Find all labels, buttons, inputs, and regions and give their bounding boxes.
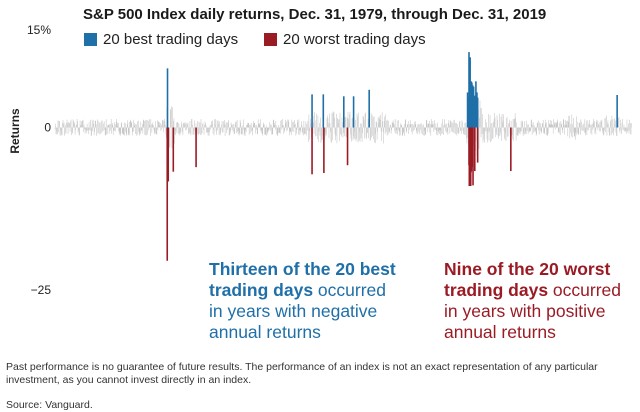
legend-label-best: 20 best trading days (103, 31, 239, 48)
y-tick-label: 0 (44, 121, 51, 135)
y-tick-label: −25 (31, 283, 52, 297)
annotation-worst-line2: occurred (548, 280, 622, 300)
annotation-best-line1: Thirteen of the 20 best (209, 259, 396, 279)
legend-label-worst: 20 worst trading days (283, 31, 426, 48)
highlight-bars (166, 52, 618, 261)
annotation-worst-line4: annual returns (444, 322, 556, 342)
chart-title: S&P 500 Index daily returns, Dec. 31, 19… (83, 6, 547, 23)
annotation-worst-line2-bold: trading days (444, 280, 549, 300)
legend-item-worst: 20 worst trading days (264, 31, 426, 48)
annotation-best: Thirteen of the 20 best trading days occ… (209, 259, 396, 343)
legend-swatch-best (84, 33, 97, 46)
annotation-best-line2: occurred (313, 280, 387, 300)
annotation-worst-line1: Nine of the 20 worst (444, 259, 611, 279)
source-note: Source: Vanguard. (6, 399, 93, 411)
annotation-worst-line3: in years with positive (444, 301, 606, 321)
y-tick-label: 15% (27, 23, 51, 37)
annotation-worst: Nine of the 20 worst trading days occurr… (444, 259, 621, 343)
legend-swatch-worst (264, 33, 277, 46)
legend-item-best: 20 best trading days (84, 31, 238, 48)
annotation-best-line4: annual returns (209, 322, 321, 342)
y-axis-label: Returns (8, 108, 22, 154)
footnote: Past performance is no guarantee of futu… (6, 361, 598, 386)
y-ticks: 15% 0 −25 (27, 23, 51, 297)
annotation-best-line3: in years with negative (209, 301, 378, 321)
annotation-best-line2-bold: trading days (209, 280, 314, 300)
background-daily-returns (54, 98, 632, 158)
